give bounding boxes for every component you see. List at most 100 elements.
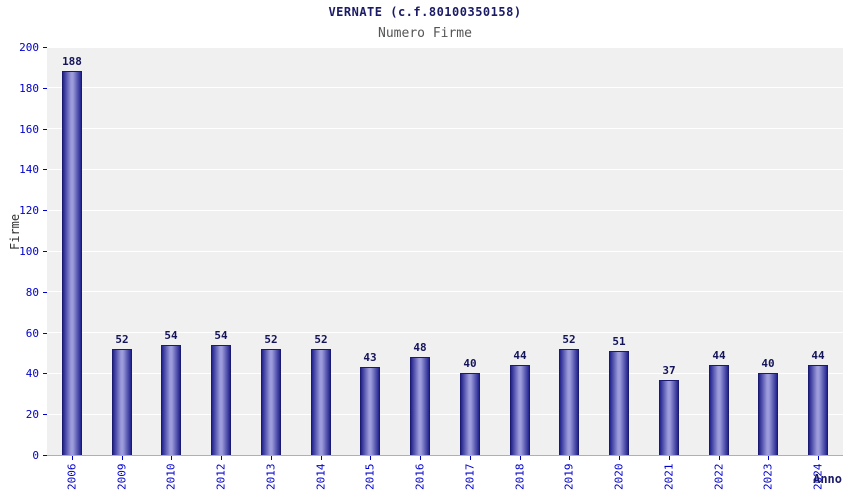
bar-value-label: 188 <box>62 55 82 68</box>
bar-value-label: 54 <box>214 329 228 342</box>
x-tick-label: 2016 <box>413 463 427 491</box>
bar-value-label: 54 <box>164 329 178 342</box>
x-axis-title: Anno <box>813 472 842 486</box>
y-axis-title: Firme <box>8 213 22 250</box>
bar <box>609 351 629 455</box>
x-tick-label: 2020 <box>612 463 626 491</box>
y-tick-label: 120 <box>19 204 39 218</box>
y-tick-label: 180 <box>19 81 39 95</box>
bar <box>261 349 281 455</box>
x-tick-mark <box>321 456 322 460</box>
gridline <box>47 128 843 130</box>
y-tick-mark <box>43 251 47 252</box>
y-tick-label: 60 <box>25 326 39 340</box>
y-tick-label: 40 <box>25 367 39 381</box>
bar <box>510 365 530 455</box>
x-tick-mark <box>719 456 720 460</box>
bar <box>211 345 231 455</box>
y-tick-mark <box>43 169 47 171</box>
bar-value-label: 52 <box>314 333 328 346</box>
y-tick-label: 160 <box>19 122 39 136</box>
bar-value-label: 43 <box>363 351 377 364</box>
bar-value-label: 44 <box>712 349 726 362</box>
x-tick-label: 2023 <box>761 463 775 491</box>
bar <box>559 349 579 455</box>
x-tick-label: 2015 <box>363 463 377 491</box>
x-tick-label: 2006 <box>65 463 79 491</box>
bar <box>112 349 132 455</box>
y-tick-mark <box>43 373 47 375</box>
bar <box>161 345 181 455</box>
bar-value-label: 48 <box>413 341 427 354</box>
bar-value-label: 40 <box>463 357 477 370</box>
gridline <box>47 209 843 211</box>
gridline <box>47 291 843 293</box>
x-tick-mark <box>669 456 670 460</box>
x-tick-mark <box>271 456 272 460</box>
x-tick-label: 2010 <box>164 463 178 491</box>
y-tick-label: 20 <box>25 408 39 422</box>
x-tick-mark <box>818 456 819 460</box>
y-tick-mark <box>43 332 47 334</box>
gridline <box>47 87 843 89</box>
bar <box>360 367 380 455</box>
y-tick-mark <box>43 210 47 212</box>
x-tick-mark <box>768 456 769 460</box>
y-tick-mark <box>43 455 47 456</box>
x-tick-label: 2013 <box>264 463 278 491</box>
x-tick-label: 2019 <box>562 463 576 491</box>
bar-value-label: 52 <box>115 333 129 346</box>
bar <box>659 380 679 455</box>
bar <box>808 365 828 455</box>
x-tick-label: 2022 <box>712 463 726 491</box>
bar <box>460 373 480 455</box>
bar-value-label: 44 <box>513 349 527 362</box>
x-tick-mark <box>520 456 521 460</box>
bar-value-label: 40 <box>761 357 775 370</box>
gridline <box>47 372 843 374</box>
x-tick-mark <box>569 456 570 460</box>
gridline <box>47 413 843 415</box>
gridline <box>47 168 843 170</box>
x-tick-label: 2014 <box>314 463 328 491</box>
gridline <box>47 250 843 252</box>
y-tick-mark <box>43 47 47 48</box>
x-tick-mark <box>221 456 222 460</box>
y-tick-label: 100 <box>19 245 39 258</box>
x-tick-mark <box>171 456 172 460</box>
x-tick-label: 2017 <box>463 463 477 491</box>
y-tick-mark <box>43 128 47 130</box>
x-tick-mark <box>420 456 421 460</box>
y-tick-label: 0 <box>32 449 39 462</box>
gridline <box>47 46 843 48</box>
gridline <box>47 332 843 334</box>
chart-subtitle: Numero Firme <box>378 26 472 41</box>
x-tick-mark <box>122 456 123 460</box>
bar <box>410 357 430 455</box>
chart-title: VERNATE (c.f.80100350158) <box>328 5 522 19</box>
bar-value-label: 51 <box>612 335 626 348</box>
x-tick-label: 2018 <box>513 463 527 491</box>
y-tick-mark <box>43 414 47 416</box>
bar <box>709 365 729 455</box>
bar-value-label: 37 <box>662 364 676 377</box>
x-tick-mark <box>72 456 73 460</box>
bar <box>758 373 778 455</box>
y-tick-label: 200 <box>19 41 39 54</box>
bar-value-label: 52 <box>264 333 278 346</box>
bar <box>311 349 331 455</box>
y-tick-label: 80 <box>25 285 39 299</box>
x-tick-mark <box>619 456 620 460</box>
y-tick-label: 140 <box>19 163 39 177</box>
x-tick-label: 2009 <box>115 463 129 491</box>
x-tick-mark <box>470 456 471 460</box>
y-tick-mark <box>43 87 47 89</box>
bar-value-label: 44 <box>811 349 825 362</box>
x-tick-label: 2012 <box>214 463 228 491</box>
bar <box>62 71 82 455</box>
x-tick-mark <box>370 456 371 460</box>
x-tick-label: 2021 <box>662 463 676 491</box>
plot-area <box>47 46 843 456</box>
y-tick-mark <box>43 291 47 293</box>
